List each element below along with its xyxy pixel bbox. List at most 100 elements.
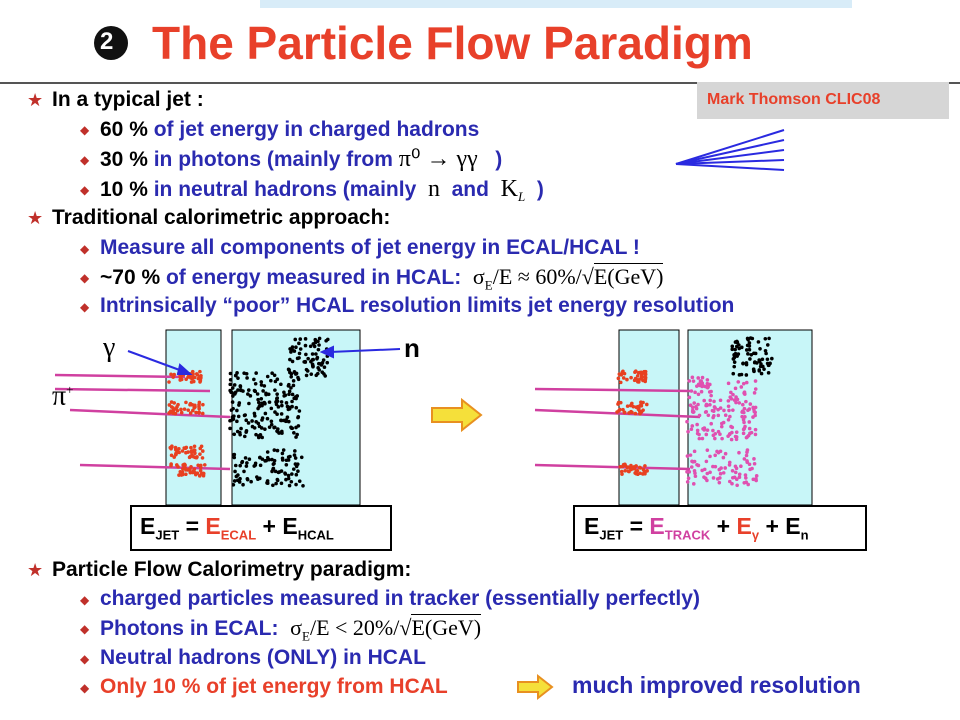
hit [200, 411, 205, 416]
hit [286, 476, 291, 481]
hit [177, 473, 181, 477]
bullet: ◆ [80, 271, 90, 285]
hit [735, 483, 739, 488]
hit [273, 379, 278, 384]
hit [705, 403, 709, 408]
hit [275, 412, 279, 416]
hit [700, 381, 705, 385]
hit [695, 428, 700, 433]
heading: Traditional calorimetric approach: [52, 206, 391, 229]
hit [190, 403, 195, 407]
hit [628, 403, 633, 408]
hit [763, 336, 768, 341]
hit [690, 375, 695, 380]
hit [235, 429, 240, 434]
hit [708, 398, 713, 403]
hit [620, 472, 624, 476]
hit [294, 345, 298, 349]
hit [246, 388, 251, 392]
hit [695, 422, 699, 427]
hit [639, 404, 644, 408]
hit [633, 376, 638, 381]
hit [721, 471, 726, 475]
hit [685, 480, 690, 484]
hit [761, 364, 765, 369]
hit [198, 380, 202, 384]
hit [702, 398, 707, 403]
hit [759, 371, 764, 376]
math: n [427, 176, 440, 202]
hit [169, 453, 174, 458]
hit [169, 446, 173, 451]
hit [712, 399, 716, 404]
hit [197, 406, 201, 411]
label-arrows [127, 345, 401, 375]
hit [747, 341, 752, 345]
bullet: ◆ [80, 652, 90, 666]
math-sup: + [66, 382, 74, 397]
hit [296, 469, 300, 474]
lead: 30 % [100, 148, 148, 171]
hit [733, 470, 738, 475]
hit [694, 405, 698, 409]
hit [282, 390, 286, 395]
hit [243, 413, 247, 417]
hit [265, 450, 270, 454]
hit [636, 371, 641, 375]
hit [643, 464, 647, 468]
sub: HCAL [297, 527, 334, 543]
hit [290, 472, 294, 476]
hit [266, 392, 271, 397]
hit [625, 404, 630, 408]
hit [200, 456, 205, 460]
hit [194, 455, 199, 460]
hit [191, 408, 195, 413]
hit [633, 411, 638, 416]
hit [244, 418, 249, 422]
hit [270, 371, 274, 376]
hit [275, 396, 279, 401]
hit [238, 463, 242, 468]
hit [182, 407, 187, 411]
lead: ~70 % [100, 266, 161, 289]
hit [254, 371, 258, 375]
hit [692, 401, 697, 405]
n-label: n [404, 333, 420, 363]
hit [200, 449, 205, 453]
hit [733, 347, 737, 352]
hit [643, 379, 648, 384]
hit [245, 476, 250, 481]
hit [231, 453, 236, 457]
hit [184, 472, 188, 477]
hit [184, 377, 188, 382]
hit [729, 437, 734, 442]
hit [691, 379, 696, 383]
hit [303, 337, 308, 341]
hit [274, 399, 279, 404]
hit [228, 371, 233, 376]
hit [696, 463, 701, 468]
hit [743, 473, 748, 477]
tracks [54, 373, 701, 471]
hit [233, 392, 237, 396]
hit [639, 400, 643, 404]
hit [197, 400, 202, 405]
hit [297, 351, 302, 356]
math-sub: L [517, 189, 526, 205]
hit [287, 382, 291, 387]
hit [248, 394, 253, 398]
hit [687, 395, 692, 400]
hit [732, 398, 737, 402]
hit [199, 472, 204, 476]
hit [238, 476, 242, 481]
hit [753, 351, 758, 356]
hit [744, 399, 748, 404]
hit [230, 390, 234, 395]
hit [271, 462, 276, 466]
hit [731, 357, 736, 361]
hit [645, 402, 649, 407]
hit [316, 347, 321, 352]
hit [169, 372, 173, 377]
hit [296, 424, 301, 428]
hit [688, 453, 693, 457]
